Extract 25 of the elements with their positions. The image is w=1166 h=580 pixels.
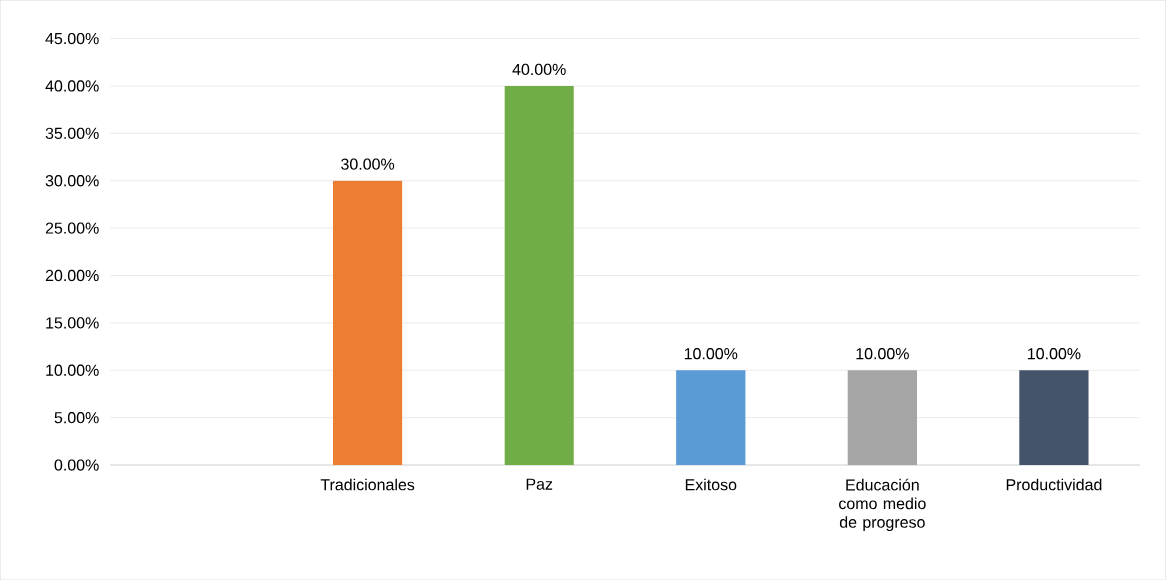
y-tick-label: 15.00% [46, 317, 99, 329]
bar [1019, 370, 1089, 465]
x-tick-label: Tradicionales [320, 478, 415, 491]
data-label: 40.00% [512, 63, 566, 75]
y-tick-label: 45.00% [45, 32, 99, 45]
bar [332, 180, 403, 465]
x-tick-label: Educación como medio de progreso [839, 478, 926, 531]
y-tick-label: 40.00% [45, 80, 99, 92]
y-tick-label: 5.00% [54, 411, 99, 424]
y-tick-label: 35.00% [45, 127, 99, 139]
x-tick-label: Paz [526, 478, 553, 490]
y-tick-label: 20.00% [45, 269, 99, 282]
x-tick-label: Exitoso [685, 478, 737, 491]
y-tick-label: 30.00% [45, 174, 99, 187]
data-label: 30.00% [341, 158, 395, 170]
bar [504, 85, 574, 465]
y-tick-label: 10.00% [46, 364, 99, 376]
y-tick-label: 25.00% [45, 222, 99, 234]
y-tick-label: 0.00% [54, 459, 99, 471]
data-label: 10.00% [856, 347, 909, 360]
data-label: 10.00% [1028, 347, 1081, 360]
x-tick-label: Productividad [1006, 478, 1102, 491]
data-label: 10.00% [684, 347, 738, 360]
bar [847, 370, 918, 465]
bar [676, 370, 746, 465]
